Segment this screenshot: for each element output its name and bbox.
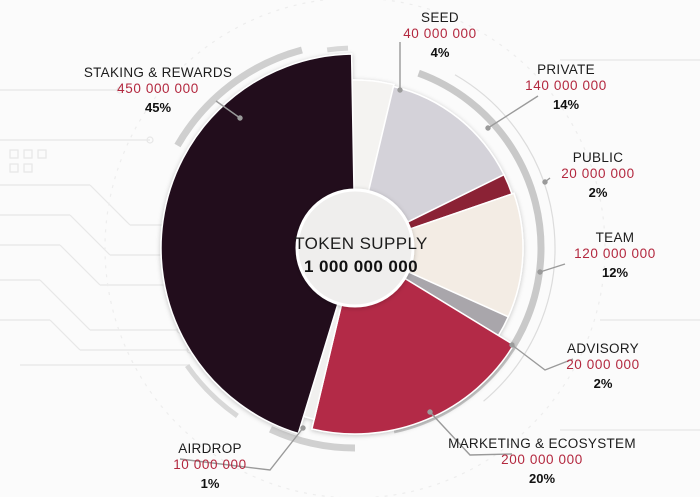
- slice-percent-airdrop: 1%: [201, 476, 220, 491]
- slice-label-marketing: MARKETING & ECOSYSTEM: [448, 436, 636, 451]
- pie-slice-staking: [160, 53, 356, 435]
- leader-dot-team: [537, 269, 543, 275]
- slice-label-team: TEAM: [596, 230, 635, 245]
- slice-percent-marketing: 20%: [529, 471, 555, 486]
- slice-label-public: PUBLIC: [573, 150, 624, 165]
- slice-value-airdrop: 10 000 000: [173, 457, 247, 472]
- decorative-ring-arc: [326, 45, 349, 53]
- leader-line-team: [539, 263, 566, 273]
- slice-percent-private: 14%: [553, 97, 579, 112]
- leader-line-airdrop: [179, 427, 304, 471]
- slice-value-seed: 40 000 000: [403, 26, 477, 41]
- center-circle: [295, 188, 415, 308]
- slice-percent-team: 12%: [602, 265, 628, 280]
- center-badge: TOKEN SUPPLY 1 000 000 000: [294, 188, 428, 308]
- slice-percent-seed: 4%: [431, 45, 450, 60]
- decorative-ring-arc: [269, 426, 356, 452]
- decorative-ring-arc: [185, 364, 239, 418]
- slice-label-advisory: ADVISORY: [567, 341, 639, 356]
- leader-lines: [179, 42, 574, 471]
- leader-dot-marketing: [427, 409, 433, 415]
- slice-percent-advisory: 2%: [594, 376, 613, 391]
- leader-dot-airdrop: [300, 425, 306, 431]
- leader-line-staking: [215, 100, 241, 119]
- slice-label-airdrop: AIRDROP: [178, 441, 242, 456]
- slice-value-staking: 450 000 000: [117, 81, 199, 96]
- slice-percent-staking: 45%: [145, 100, 171, 115]
- slice-label-seed: SEED: [421, 10, 459, 25]
- decorative-ring-arc: [174, 46, 303, 148]
- leader-dot-seed: [397, 87, 403, 93]
- pie-slice-team: [352, 192, 524, 318]
- slice-value-advisory: 20 000 000: [566, 357, 640, 372]
- leader-dot-advisory: [509, 342, 515, 348]
- leader-line-advisory: [511, 344, 574, 371]
- leader-dot-private: [485, 125, 491, 131]
- slice-value-public: 20 000 000: [561, 166, 635, 181]
- leader-line-private: [487, 95, 539, 129]
- slice-percent-public: 2%: [589, 185, 608, 200]
- slice-value-marketing: 200 000 000: [501, 452, 583, 467]
- slice-value-team: 120 000 000: [574, 246, 656, 261]
- center-title: TOKEN SUPPLY: [294, 234, 428, 253]
- slice-value-private: 140 000 000: [525, 78, 607, 93]
- slice-label-private: PRIVATE: [537, 62, 595, 77]
- leader-dot-staking: [237, 115, 243, 121]
- center-value: 1 000 000 000: [304, 257, 418, 276]
- slice-label-staking: STAKING & REWARDS: [84, 65, 232, 80]
- decorative-ring-arc: [454, 74, 556, 402]
- leader-dot-public: [542, 179, 548, 185]
- leader-line-marketing: [429, 411, 513, 456]
